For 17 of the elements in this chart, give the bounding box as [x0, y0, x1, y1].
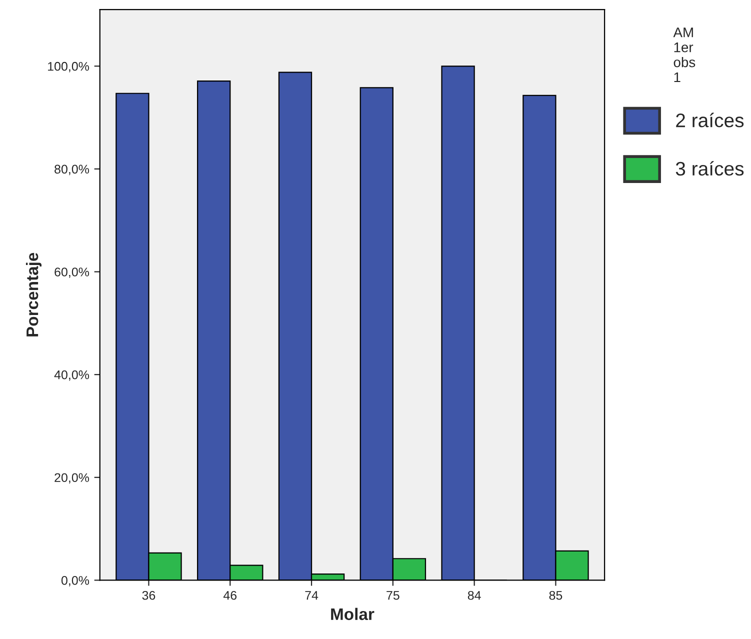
y-tick-label: 80,0%: [54, 164, 90, 176]
legend-label: 2 raíces: [676, 112, 744, 128]
legend-title: AM 1er obs 1: [673, 28, 696, 82]
y-tick-label: 40,0%: [54, 370, 90, 381]
y-tick-label: 100,0%: [48, 62, 90, 72]
x-tick-label: 36: [142, 590, 156, 600]
y-tick-label: 0,0%: [61, 576, 90, 586]
y-tick-label: 60,0%: [54, 268, 90, 278]
x-tick-label: 75: [386, 591, 400, 600]
y-tick-label: 20,0%: [54, 473, 90, 484]
legend-label: 3 raíces: [676, 161, 744, 176]
x-tick-label: 85: [549, 590, 562, 600]
x-axis-title: Molar: [331, 608, 374, 620]
y-axis-title: Porcentaje: [26, 252, 42, 336]
x-tick-label: 74: [305, 591, 318, 600]
x-tick-label: 46: [223, 590, 237, 600]
x-tick-label: 84: [468, 590, 481, 600]
